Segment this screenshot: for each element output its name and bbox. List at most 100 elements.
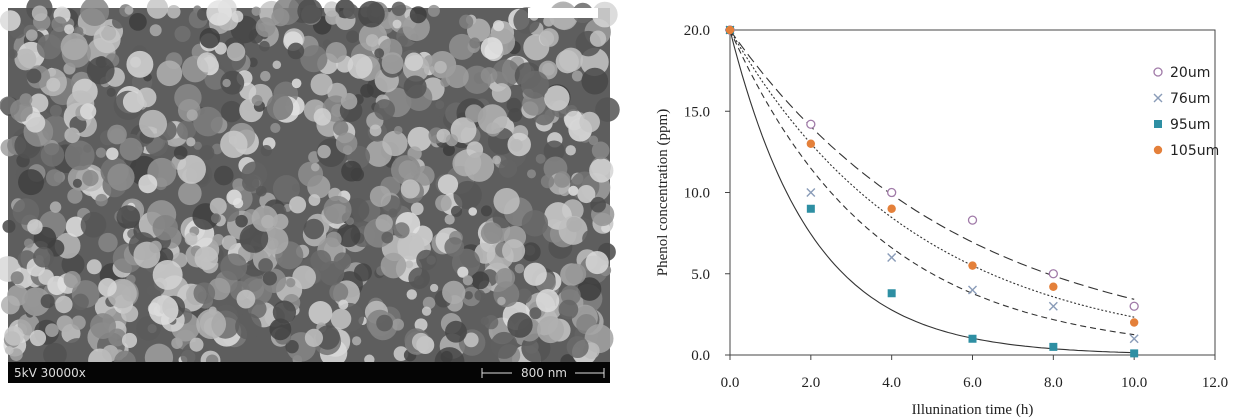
sem-grain [430, 284, 438, 292]
y-tick-label: 20.0 [684, 23, 710, 39]
sem-grain [581, 68, 608, 95]
sem-grain [286, 278, 295, 287]
sem-grain [495, 268, 515, 288]
point [807, 205, 815, 213]
sem-grain [199, 145, 214, 160]
sem-grain [93, 26, 120, 53]
sem-grain [185, 232, 198, 245]
point [1154, 146, 1162, 154]
sem-grain [579, 112, 600, 133]
sem-grain [410, 6, 427, 23]
sem-grain [292, 78, 302, 88]
trend-line [730, 30, 1134, 335]
sem-grain [30, 330, 46, 346]
sem-grain [8, 49, 18, 59]
point [888, 289, 896, 297]
sem-grain [481, 317, 489, 325]
sem-grain [434, 61, 447, 74]
sem-grain [237, 290, 256, 309]
sem-grain [438, 174, 458, 194]
sem-grain [37, 34, 62, 59]
sem-grain [445, 321, 467, 343]
sem-grain [200, 28, 221, 49]
sem-grain [139, 110, 167, 138]
sem-grain [14, 48, 36, 70]
sem-grain [469, 38, 480, 49]
sem-grain [117, 205, 141, 229]
point [726, 26, 734, 34]
sem-grain [559, 48, 583, 72]
sem-grain [515, 264, 525, 274]
sem-grain [481, 37, 503, 59]
point [807, 120, 815, 128]
x-tick-label: 12.0 [1202, 375, 1228, 391]
sem-grain [343, 4, 358, 19]
sem-grain [32, 5, 48, 21]
sem-grain [507, 312, 532, 337]
sem-grain [502, 239, 525, 262]
sem-grain [137, 88, 157, 108]
sem-grain [235, 215, 248, 228]
sem-grain [540, 28, 559, 47]
sem-grain [67, 189, 82, 204]
point [1154, 120, 1162, 128]
chart: 0.05.010.015.020.00.02.04.06.08.010.012.… [655, 23, 1228, 418]
sem-grain [187, 109, 198, 120]
point [1154, 94, 1162, 102]
sem-grain [252, 206, 278, 232]
x-tick-label: 2.0 [801, 375, 820, 391]
sem-grain [26, 29, 38, 41]
sem-grain [310, 250, 331, 271]
sem-grain [288, 43, 305, 60]
y-axis-title: Phenol concentration (ppm) [655, 109, 671, 276]
sem-grain [446, 65, 469, 88]
sem-grain [81, 212, 107, 238]
sem-grain [317, 145, 330, 158]
sem-grain [106, 147, 118, 159]
sem-grain [210, 198, 227, 215]
sem-grain [27, 69, 42, 84]
sem-grain [80, 103, 96, 119]
x-tick-label: 8.0 [1044, 375, 1063, 391]
x-tick-label: 10.0 [1121, 375, 1147, 391]
sem-grain [64, 24, 74, 34]
sem-grain [444, 237, 464, 257]
sem-grain [82, 170, 98, 186]
sem-grain [206, 0, 232, 26]
sem-grain [521, 71, 549, 99]
sem-grain [292, 265, 316, 289]
y-tick-label: 0.0 [691, 348, 710, 364]
sem-grain [392, 2, 406, 16]
sem-grain [252, 95, 263, 106]
y-tick-label: 15.0 [684, 104, 710, 120]
sem-grain [408, 267, 430, 289]
sem-grain [582, 230, 599, 247]
sem-grain [394, 222, 410, 238]
point [1154, 68, 1162, 76]
point [968, 261, 976, 269]
sem-grain [273, 60, 282, 69]
sem-grain [61, 33, 88, 60]
sem-grain [376, 214, 393, 231]
sem-grain [126, 51, 153, 78]
sem-grain [493, 20, 504, 31]
sem-grain [382, 52, 404, 74]
sem-grain [298, 162, 323, 187]
sem-grain [348, 54, 373, 79]
sem-grain [566, 145, 576, 155]
sem-grain [309, 301, 333, 325]
sem-grain [404, 75, 427, 98]
sem-grain [435, 100, 444, 109]
sem-grain [193, 107, 223, 137]
sem-grain [354, 263, 372, 281]
sem-grain [235, 313, 261, 339]
sem-grain [226, 190, 241, 205]
sem-grain [522, 210, 548, 236]
sem-grain [178, 182, 202, 206]
sem-grain [263, 271, 277, 285]
sem-grain [527, 169, 536, 178]
x-axis-title: Illunination time (h) [912, 402, 1034, 418]
scale-label: 800 nm [521, 366, 567, 380]
sem-grain [50, 201, 61, 212]
sem-grain [336, 132, 358, 154]
